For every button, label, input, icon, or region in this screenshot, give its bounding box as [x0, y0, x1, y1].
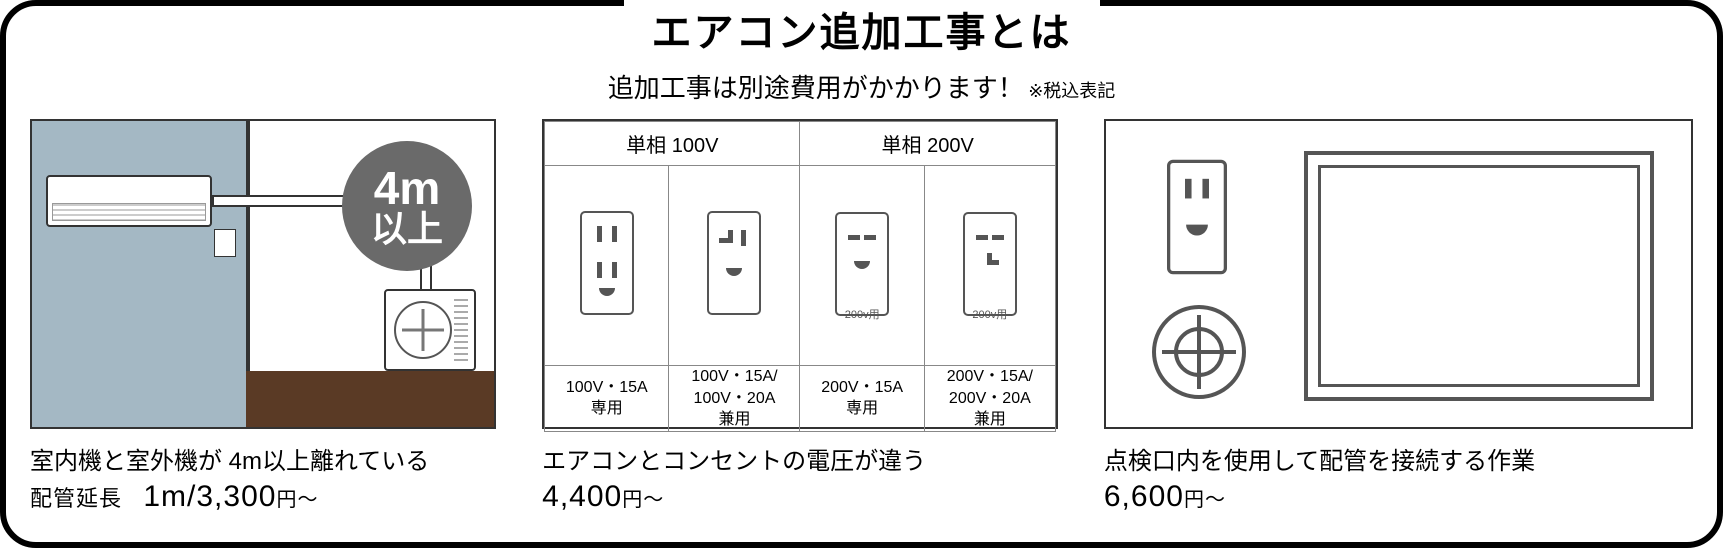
- panel-inspection-hatch: 点検口内を使用して配管を接続する作業 6,600円〜: [1104, 119, 1693, 524]
- panel2-price-suffix: 円〜: [1184, 489, 1226, 511]
- subtitle-text: 追加工事は別途費用がかかります！: [608, 73, 1024, 103]
- additional-work-frame: エアコン追加工事とは エアコン追加工事とは 追加工事は別途費用がかかります！ ※…: [0, 0, 1723, 548]
- heading-wrap: エアコン追加工事とは エアコン追加工事とは: [6, 0, 1717, 58]
- panel-outlet-voltage: 単相 100V 単相 200V: [542, 119, 1058, 524]
- panel0-price-line: 配管延長 1m/3,300円〜: [30, 480, 496, 514]
- subtitle-block: 追加工事は別途費用がかかります！ ※税込表記: [30, 68, 1693, 105]
- header-100v: 単相 100V: [545, 122, 800, 166]
- outlet-200v-15a-icon: [832, 209, 892, 319]
- spec-0: 100V・15A専用: [545, 366, 669, 432]
- outlet3-note: 200v用: [925, 306, 1055, 322]
- panel1-caption: エアコンとコンセントの電圧が違う: [542, 441, 1058, 476]
- panel0-price: 1m/3,300: [143, 480, 276, 513]
- vent-fan-icon: [1152, 305, 1246, 399]
- outlet2-note: 200v用: [800, 306, 923, 322]
- outdoor-unit-icon: [384, 289, 476, 371]
- panel0-price-suffix: 円〜: [276, 489, 318, 511]
- panel2-price-line: 6,600円〜: [1104, 480, 1693, 514]
- spec-3: 200V・15A/200V・20A兼用: [924, 366, 1055, 432]
- tax-note: ※税込表記: [1028, 81, 1115, 101]
- outlet-cell-0: [545, 166, 669, 366]
- panel1-price-suffix: 円〜: [622, 489, 664, 511]
- header-200v: 単相 200V: [800, 122, 1055, 166]
- outlet-table: 単相 100V 単相 200V: [544, 121, 1056, 432]
- p2-outlet-icon: [1162, 157, 1232, 282]
- distance-badge: 4m 以上: [342, 141, 472, 271]
- outdoor-fan-icon: [394, 301, 452, 359]
- panel1-price: 4,400: [542, 480, 622, 513]
- panel-pipe-extension: 4m 以上 室内機と室外機が 4m以上離れている 配管延長 1m/3,300円〜: [30, 119, 496, 524]
- main-heading: エアコン追加工事とは エアコン追加工事とは: [624, 0, 1100, 58]
- spec-1: 100V・15A/100V・20A兼用: [669, 366, 800, 432]
- outlet-table-wrap: 単相 100V 単相 200V: [542, 119, 1058, 429]
- panel2-caption: 点検口内を使用して配管を接続する作業: [1104, 441, 1693, 476]
- panel2-price: 6,600: [1104, 480, 1184, 513]
- badge-suffix: 以上: [371, 211, 443, 247]
- panel0-caption: 室内機と室外機が 4m以上離れている: [30, 441, 496, 476]
- wall-outlet-icon: [214, 229, 236, 257]
- floor-shape: [246, 371, 494, 427]
- outlet-200v-20a-icon: [960, 209, 1020, 319]
- badge-value: 4m: [374, 165, 440, 211]
- inspection-hatch-icon: [1304, 151, 1654, 401]
- outlet-100v-20a-icon: [704, 208, 764, 318]
- panel1-price-line: 4,400円〜: [542, 480, 1058, 514]
- outlet-cell-1: [669, 166, 800, 366]
- wall-shape: [32, 121, 250, 427]
- spec-2: 200V・15A専用: [800, 366, 924, 432]
- outlet-cell-2: 200v用: [800, 166, 924, 366]
- panel0-sublabel: 配管延長: [30, 486, 122, 511]
- outlet-cell-3: 200v用: [924, 166, 1055, 366]
- outlet-100v-15a-icon: [577, 208, 637, 318]
- inspection-diagram: [1104, 119, 1693, 429]
- indoor-unit-icon: [46, 175, 212, 227]
- pipe-extension-diagram: 4m 以上: [30, 119, 496, 429]
- panels-row: 4m 以上 室内機と室外機が 4m以上離れている 配管延長 1m/3,300円〜…: [30, 119, 1693, 524]
